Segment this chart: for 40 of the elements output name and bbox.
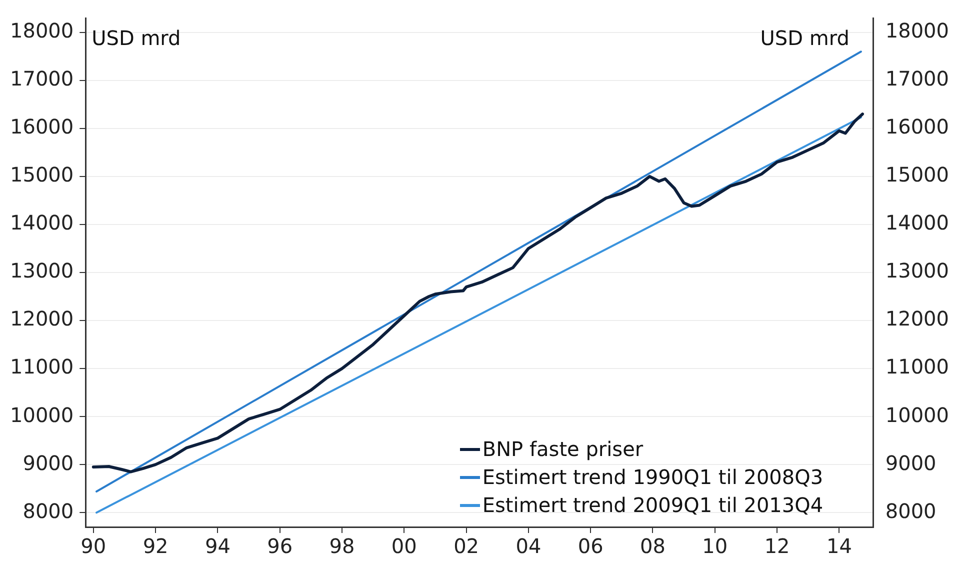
x-tick-label: 00 [391,534,417,558]
x-tick-label: 94 [204,534,230,558]
y-tick-label: 17000 [10,66,74,91]
y-axis-title: USD mrd [92,26,181,50]
x-tick-label: 98 [329,534,355,558]
y-tick-label: 16000 [10,114,74,139]
y-tick-label: 9000 [22,450,74,475]
x-tick-label: 10 [702,534,728,558]
y2-tick-label: 11000 [885,354,949,379]
y2-tick-label: 10000 [885,402,949,427]
y-tick-label: 10000 [10,402,74,427]
x-tick-label: 92 [142,534,168,558]
y2-tick-label: 9000 [885,450,936,475]
y2-tick-label: 13000 [885,258,949,283]
y2-tick-label: 16000 [885,114,949,139]
y2-tick-label: 8000 [885,498,936,523]
legend-label: BNP faste priser [482,436,644,463]
x-tick-label: 14 [826,534,852,558]
legend-label: Estimert trend 2009Q1 til 2013Q4 [482,492,824,519]
y-tick-label: 12000 [10,306,74,331]
y-tick-label: 11000 [10,354,74,379]
y2-tick-label: 17000 [885,66,949,91]
x-tick-label: 04 [516,534,542,558]
y-tick-label: 13000 [10,258,74,283]
legend-label: Estimert trend 1990Q1 til 2008Q3 [482,464,824,491]
y2-tick-label: 18000 [885,18,949,43]
x-tick-label: 06 [578,534,604,558]
y-tick-label: 14000 [10,210,74,235]
y2-tick-label: 15000 [885,162,949,187]
x-tick-label: 08 [640,534,666,558]
y-tick-label: 15000 [10,162,74,187]
y-tick-label: 8000 [22,498,74,523]
y-tick-label: 18000 [10,18,74,43]
x-tick-label: 12 [764,534,790,558]
y2-tick-label: 14000 [885,210,949,235]
y2-axis-title: USD mrd [760,26,850,50]
x-tick-label: 90 [80,534,106,558]
y2-tick-label: 12000 [885,306,949,331]
x-tick-label: 02 [454,534,480,558]
x-tick-label: 96 [267,534,293,558]
